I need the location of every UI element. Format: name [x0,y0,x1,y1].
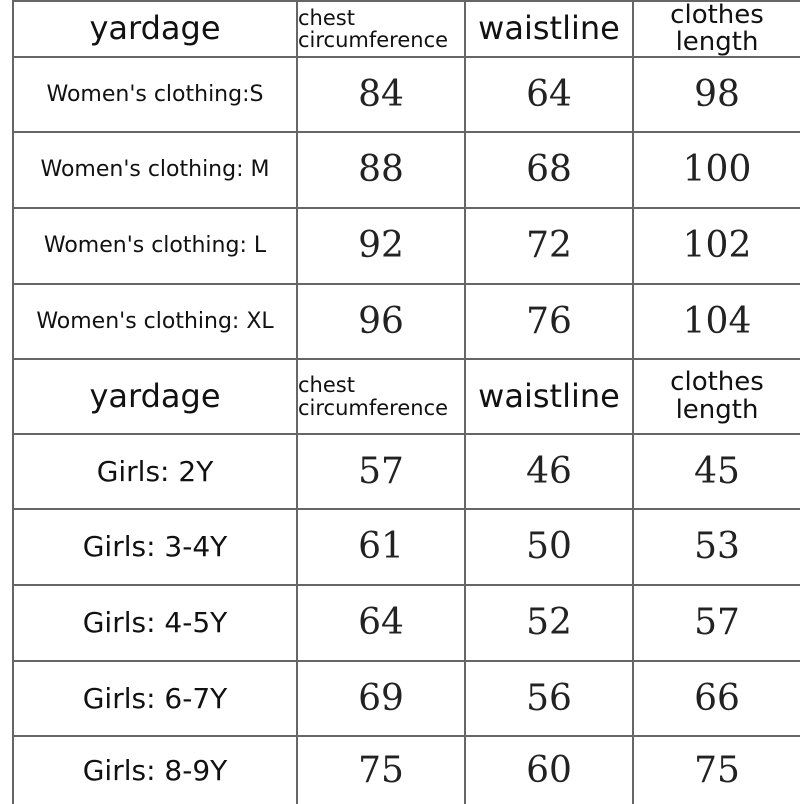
table-cell: Women's clothing:S [12,56,296,131]
table-cell: 69 [296,660,464,735]
table-cell: 76 [464,283,632,358]
table-cell: Girls: 8-9Y [12,735,296,804]
table-cell: 64 [296,584,464,660]
table-cell: 46 [464,433,632,508]
table-cell: Women's clothing: L [12,207,296,283]
table-cell: 75 [632,735,800,804]
table-cell: 98 [632,56,800,131]
table-cell: Girls: 6-7Y [12,660,296,735]
table-cell: 57 [632,584,800,660]
table-cell: 56 [464,660,632,735]
header-cell: clothes length [632,358,800,433]
table-cell: 66 [632,660,800,735]
table-cell: Girls: 2Y [12,433,296,508]
table-cell: 52 [464,584,632,660]
header-cell: waistline [464,0,632,56]
table-cell: 100 [632,131,800,207]
table-cell: 96 [296,283,464,358]
table-cell: 75 [296,735,464,804]
header-cell: chest circumference [296,358,464,433]
table-cell: 53 [632,508,800,584]
table-cell: 64 [464,56,632,131]
table-cell: 45 [632,433,800,508]
table-cell: 72 [464,207,632,283]
header-cell: yardage [12,358,296,433]
table-cell: 84 [296,56,464,131]
table-cell: 102 [632,207,800,283]
table-cell: Girls: 3-4Y [12,508,296,584]
table-cell: 61 [296,508,464,584]
table-cell: Girls: 4-5Y [12,584,296,660]
table-cell: 57 [296,433,464,508]
table-cell: 60 [464,735,632,804]
table-cell: 50 [464,508,632,584]
header-cell: clothes length [632,0,800,56]
table-cell: 68 [464,131,632,207]
table-cell: 92 [296,207,464,283]
header-cell: chest circumference [296,0,464,56]
table-cell: 104 [632,283,800,358]
header-cell: waistline [464,358,632,433]
table-cell: Women's clothing: XL [12,283,296,358]
table-cell: Women's clothing: M [12,131,296,207]
header-cell: yardage [12,0,296,56]
table-cell: 88 [296,131,464,207]
